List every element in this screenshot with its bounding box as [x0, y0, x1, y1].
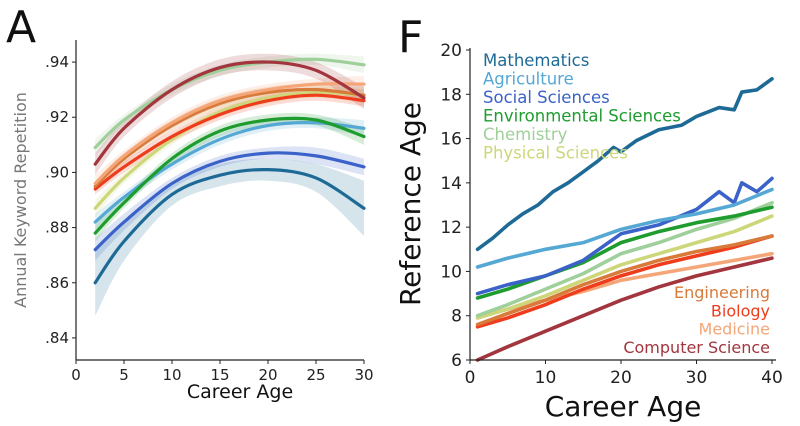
panel-a-series-10-band: [95, 53, 364, 176]
panel-label-a: A: [6, 2, 36, 53]
series-label-environmental-sciences: Environmental Sciences: [483, 107, 681, 126]
series-label-biology: Biology: [711, 301, 770, 320]
panel-label-f: F: [398, 12, 423, 63]
panel-a-series-1-band: [95, 158, 364, 316]
panel-f-plot: [475, 76, 774, 362]
panel-f-y-tick-label: 16: [440, 130, 462, 150]
panel-f-x-tick-label: 20: [610, 368, 632, 388]
panel-f-y-tick-label: 18: [440, 85, 462, 105]
panel-f-x-tick-label: 30: [686, 368, 708, 388]
panel-f-series-line-environmental-sciences: [475, 205, 774, 300]
panel-a-y-tick-label: .92: [45, 108, 69, 126]
series-label-mathematics: Mathematics: [483, 51, 589, 70]
panel-a-series-9-line: [93, 57, 366, 150]
panel-f-x-ticks: 0 10 20 30 40: [465, 360, 783, 388]
panel-a-series-6-line: [93, 93, 366, 191]
panel-a-series-3-band: [95, 117, 364, 231]
panel-f-series-line-agriculture: [475, 187, 774, 269]
panel-a-x-tick-label: 15: [210, 366, 229, 384]
series-label-engineering: Engineering: [674, 283, 770, 302]
series-label-chemistry: Chemistry: [483, 125, 568, 144]
panel-a-series-4-line: [93, 116, 366, 235]
panel-a-series-1-line: [93, 167, 366, 285]
panel-f: F 0 10 20 30 40 6 8 10 12 14 16 18 20 Career Age Re…: [394, 12, 783, 423]
panel-a-x-tick-label: 5: [119, 366, 129, 384]
panel-f-x-tick-label: 10: [535, 368, 557, 388]
panel-a-series-5-line: [93, 90, 366, 210]
panel-a-x-tick-label: 25: [306, 366, 325, 384]
panel-a: A 0 5 10 15 20 25 30 .84 .86 .88 .90 .92 .94 Career…: [6, 2, 374, 403]
panel-f-x-tick-label: 0: [465, 368, 476, 388]
panel-a-x-tick-label: 0: [71, 366, 81, 384]
panel-a-x-ticks: 0 5 10 15 20 25 30: [71, 360, 374, 384]
panel-f-y-tick-label: 20: [440, 41, 462, 61]
panel-f-series-line-chemistry: [475, 200, 774, 318]
panel-f-y-tick-label: 12: [440, 218, 462, 238]
series-label-agriculture: Agriculture: [483, 70, 574, 89]
panel-a-x-axis-label: Career Age: [187, 381, 293, 403]
series-label-social-sciences: Social Sciences: [483, 88, 610, 107]
series-label-medicine: Medicine: [699, 320, 770, 339]
panel-f-series-line-mathematics: [475, 76, 774, 252]
panel-a-plot: [93, 53, 366, 316]
panel-a-y-axis-label: Annual Keyword Repetition: [11, 92, 30, 308]
panel-f-series-line-biology: [475, 234, 774, 329]
panel-a-y-ticks: .84 .86 .88 .90 .92 .94: [45, 53, 76, 347]
panel-a-x-tick-label: 20: [258, 366, 277, 384]
panel-f-y-ticks: 6 8 10 12 14 16 18 20: [440, 41, 470, 371]
panel-f-series-line-computer-science: [475, 256, 774, 362]
panel-a-series-8-line: [93, 82, 366, 186]
panel-a-x-tick-label: 30: [354, 366, 373, 384]
panel-f-y-tick-label: 10: [440, 262, 462, 282]
panel-a-series-3-line: [93, 121, 366, 224]
panel-a-series-2-line: [93, 151, 366, 252]
panel-f-x-axis-label: Career Age: [545, 390, 702, 423]
panel-f-y-tick-label: 8: [451, 307, 462, 327]
panel-a-y-tick-label: .86: [45, 274, 69, 292]
panel-a-y-tick-label: .94: [45, 53, 69, 71]
panel-f-y-axis-label: Reference Age: [394, 102, 427, 306]
series-label-computer-science: Computer Science: [623, 338, 770, 357]
panel-f-series-line-engineering: [475, 234, 774, 327]
panel-a-x-tick-label: 10: [162, 366, 181, 384]
series-label-physical-sciences: Physical Sciences: [483, 144, 628, 163]
panel-a-series-7-line: [93, 87, 366, 188]
panel-f-x-tick-label: 40: [761, 368, 783, 388]
panel-a-y-tick-label: .90: [45, 163, 69, 181]
panel-f-series-line-physical-sciences: [475, 214, 774, 320]
panel-a-series-10-line: [93, 60, 366, 166]
panel-a-series-2-band: [95, 146, 364, 261]
panel-a-y-tick-label: .88: [45, 219, 69, 237]
panel-f-y-tick-label: 6: [451, 351, 462, 371]
panel-f-y-tick-label: 14: [440, 174, 462, 194]
panel-a-y-tick-label: .84: [45, 329, 69, 347]
